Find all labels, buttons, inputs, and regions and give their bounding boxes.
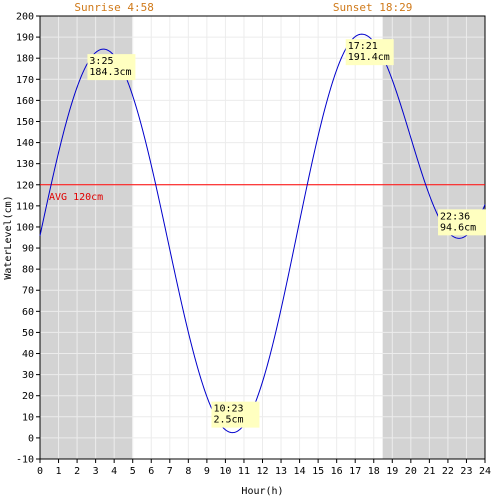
annotation-box	[87, 54, 136, 81]
sunset-label: Sunset 18:29	[333, 1, 412, 14]
y-tick-label: 200	[16, 12, 34, 23]
annotation-time: 3:25	[89, 56, 113, 67]
y-tick-label: 160	[16, 96, 34, 107]
annotation-time: 22:36	[440, 211, 470, 222]
sunrise-label: Sunrise 4:58	[74, 1, 153, 14]
y-tick-label: 170	[16, 75, 34, 86]
grid	[39, 15, 486, 460]
x-tick-label: 16	[331, 466, 343, 477]
y-tick-label: 10	[22, 412, 34, 423]
x-axis-ticks: 0 1 2 3 4 5 6 7 8 9 10 11 12 13 14 15 16 17 18 19 20 21 22 23 24	[37, 459, 491, 477]
x-tick-label: 22	[442, 466, 454, 477]
x-tick-label: 9	[204, 466, 210, 477]
annotation-box	[211, 401, 260, 428]
y-tick-label: 150	[16, 117, 34, 128]
x-tick-label: 21	[423, 466, 435, 477]
x-tick-label: 14	[294, 466, 306, 477]
x-tick-label: 17	[349, 466, 361, 477]
y-tick-label: 100	[16, 222, 34, 233]
x-tick-label: 18	[368, 466, 380, 477]
x-tick-label: 1	[56, 466, 62, 477]
extreme-annotation: 10:232.5cm	[211, 401, 260, 428]
y-tick-label: -10	[16, 455, 34, 466]
y-tick-label: 80	[22, 265, 34, 276]
y-tick-label: 20	[22, 391, 34, 402]
x-tick-label: 2	[74, 466, 80, 477]
y-tick-label: 120	[16, 180, 34, 191]
y-tick-label: 60	[22, 307, 34, 318]
y-axis-ticks: -10 0 10 20 30 40 50 60 70 80 90 100 110 120 130 140 150…	[16, 12, 40, 466]
x-tick-label: 4	[111, 466, 117, 477]
y-tick-label: 190	[16, 33, 34, 44]
y-tick-label: 130	[16, 159, 34, 170]
y-tick-label: 180	[16, 54, 34, 65]
y-tick-label: 110	[16, 201, 34, 212]
x-tick-label: 7	[167, 466, 173, 477]
annotation-value: 191.4cm	[348, 52, 390, 63]
y-tick-label: 40	[22, 349, 34, 360]
annotation-time: 10:23	[213, 404, 243, 415]
x-tick-label: 11	[238, 466, 250, 477]
x-tick-label: 20	[405, 466, 417, 477]
y-tick-label: 30	[22, 370, 34, 381]
average-label: AVG 120cm	[49, 192, 103, 203]
annotation-box	[345, 39, 394, 66]
annotation-time: 17:21	[348, 41, 378, 52]
x-tick-label: 23	[460, 466, 472, 477]
y-tick-label: 90	[22, 244, 34, 255]
annotation-value: 184.3cm	[89, 67, 131, 78]
y-tick-label: 140	[16, 138, 34, 149]
x-tick-label: 15	[312, 466, 324, 477]
night-shading	[40, 16, 485, 459]
x-tick-label: 0	[37, 466, 43, 477]
x-tick-label: 3	[93, 466, 99, 477]
x-tick-label: 13	[275, 466, 287, 477]
x-tick-label: 6	[148, 466, 154, 477]
y-axis-title: WaterLevel(cm)	[3, 195, 14, 279]
annotation-box	[438, 209, 487, 236]
y-tick-label: 70	[22, 286, 34, 297]
night-shade-evening	[382, 16, 485, 459]
x-tick-label: 19	[386, 466, 398, 477]
y-tick-label: 0	[28, 433, 34, 444]
night-shade-morning	[40, 16, 133, 459]
annotation-value: 94.6cm	[440, 222, 476, 233]
x-tick-label: 8	[185, 466, 191, 477]
x-tick-label: 10	[219, 466, 231, 477]
x-axis-title: Hour(h)	[241, 486, 283, 497]
x-tick-label: 5	[130, 466, 136, 477]
y-tick-label: 50	[22, 328, 34, 339]
x-tick-label: 24	[479, 466, 491, 477]
annotation-value: 2.5cm	[213, 415, 243, 426]
x-tick-label: 12	[256, 466, 268, 477]
